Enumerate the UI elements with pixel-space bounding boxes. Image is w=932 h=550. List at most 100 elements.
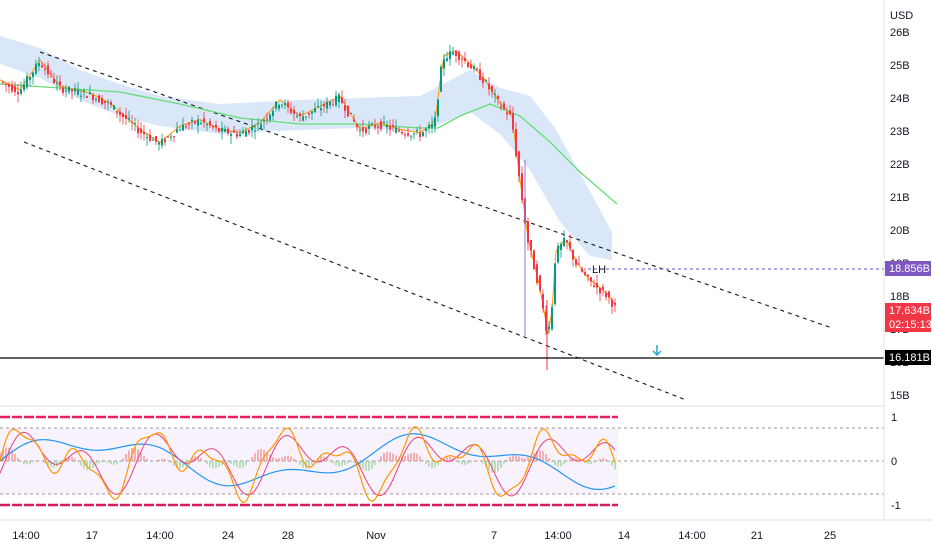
candle-body: [152, 139, 154, 141]
candle-body: [221, 127, 223, 132]
candle-body: [35, 63, 37, 74]
candle-body: [581, 268, 583, 272]
candle-body: [554, 263, 556, 305]
candle-body: [533, 250, 535, 270]
oscillator-pane[interactable]: [0, 415, 884, 507]
candle-body: [62, 87, 64, 93]
candle-body: [566, 240, 568, 242]
candle-body: [326, 101, 328, 109]
candle-body: [245, 131, 247, 137]
price-tick-label: 25B: [890, 60, 910, 72]
candle-body: [611, 299, 613, 307]
candle-body: [302, 116, 304, 121]
candle-body: [317, 106, 319, 108]
candle-body: [197, 119, 199, 126]
candle-body: [299, 113, 301, 116]
candle-body: [89, 92, 91, 94]
candle-body: [614, 302, 616, 305]
candle-body: [305, 116, 307, 118]
time-axis[interactable]: 14:00 17 14:00 24 28 Nov 7 14:00 14 14:00 21 25: [12, 530, 836, 542]
candle-body: [443, 59, 445, 69]
candle-body: [77, 89, 79, 95]
candle-body: [476, 68, 478, 71]
time-tick-label: 14:00: [678, 530, 706, 542]
candle-body: [287, 102, 289, 107]
price-pane[interactable]: LH: [0, 36, 884, 401]
candle-body: [185, 126, 187, 128]
candle-body: [269, 114, 271, 120]
candle-body: [605, 292, 607, 297]
candle-body: [497, 96, 499, 99]
candle-body: [137, 127, 139, 134]
candle-body: [26, 76, 28, 88]
candle-body: [149, 134, 151, 141]
price-tag-label: 16.181B: [889, 352, 930, 364]
oscillator-axis[interactable]: 1 0 -1: [891, 412, 901, 512]
candle-body: [44, 68, 46, 70]
candle-body: [551, 307, 553, 330]
candles[interactable]: [2, 44, 616, 370]
candle-body: [380, 121, 382, 130]
candle-body: [68, 86, 70, 92]
candle-body: [266, 118, 268, 120]
candle-body: [593, 285, 595, 287]
candle-body: [410, 135, 412, 137]
candle-body: [422, 132, 424, 137]
candle-body: [59, 81, 61, 86]
candle-body: [38, 63, 40, 67]
candle-body: [425, 128, 427, 131]
candle-body: [224, 128, 226, 132]
candle-body: [74, 88, 76, 92]
candle-body: [98, 95, 100, 103]
price-tick-label: 18B: [890, 291, 910, 303]
candle-body: [251, 126, 253, 131]
candle-body: [176, 129, 178, 133]
candle-body: [455, 50, 457, 56]
candle-body: [401, 131, 403, 134]
candle-body: [257, 123, 259, 125]
candle-body: [518, 151, 520, 177]
candle-body: [521, 173, 523, 200]
candle-body: [353, 119, 355, 122]
trend-channel: [23, 51, 833, 401]
candle-body: [392, 125, 394, 127]
candle-body: [341, 97, 343, 103]
candle-body: [116, 111, 118, 113]
candle-body: [14, 86, 16, 92]
candle-body: [557, 246, 559, 263]
candle-body: [569, 241, 571, 249]
candle-body: [485, 80, 487, 82]
candle-body: [218, 128, 220, 132]
candle-body: [167, 136, 169, 138]
candle-body: [11, 84, 13, 92]
candle-body: [296, 115, 298, 117]
candle-body: [464, 57, 466, 61]
candle-body: [458, 51, 460, 60]
down-arrow-icon: [652, 345, 662, 357]
candle-body: [260, 124, 262, 130]
candle-body: [47, 65, 49, 75]
candle-body: [386, 125, 388, 128]
candle-body: [209, 121, 211, 126]
candle-body: [470, 64, 472, 69]
price-tag-label: 18.856B: [889, 263, 930, 275]
candle-body: [323, 104, 325, 107]
candle-body: [146, 137, 148, 139]
candle-body: [596, 282, 598, 288]
band-fill: [0, 36, 612, 260]
candle-body: [314, 108, 316, 113]
candle-body: [347, 105, 349, 117]
candle-body: [440, 66, 442, 92]
candle-body: [452, 52, 454, 55]
time-tick-label: 28: [282, 530, 294, 542]
candle-body: [359, 130, 361, 132]
candle-body: [482, 77, 484, 84]
candle-body: [200, 123, 202, 125]
candle-body: [293, 109, 295, 114]
candle-body: [161, 138, 163, 146]
candle-body: [92, 94, 94, 101]
candle-body: [602, 286, 604, 290]
candle-body: [212, 125, 214, 128]
candle-body: [2, 81, 4, 83]
